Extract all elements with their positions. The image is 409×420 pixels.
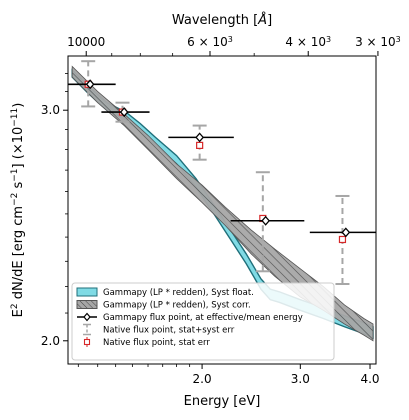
x-tick-label: 3.0: [291, 372, 310, 386]
gammapy-flux-point: [309, 227, 376, 238]
y-label-sup2: −2: [10, 193, 20, 206]
gammapy-flux-point-marker: [261, 215, 271, 226]
native-stat-marker: [338, 235, 347, 244]
top-tick-label-base: 4 × 10: [285, 35, 326, 49]
native-syst-errorbar: [115, 101, 130, 123]
y-label-mid3: ] (×10: [11, 127, 26, 169]
legend-box: [71, 282, 335, 361]
legend-swatch: [76, 300, 98, 309]
gammapy-flux-point-marker: [119, 107, 129, 118]
native-stat-marker: [196, 141, 204, 149]
gammapy-flux-point: [230, 215, 305, 226]
gammapy-flux-point-marker: [195, 132, 205, 143]
legend-entry: Gammapy (LP * redden), Syst corr.: [76, 300, 251, 311]
gammapy-flux-point-marker: [85, 79, 95, 90]
native-syst-errorbar: [192, 124, 207, 161]
top-tick-label-base: 10000: [67, 35, 105, 49]
top-tick-label-exp: 3: [396, 35, 401, 44]
y-tick-label: 2.0: [41, 334, 60, 348]
x-tick-label: 2.0: [193, 372, 212, 386]
top-axis-label: Wavelength [Å]: [172, 12, 272, 28]
top-axis-label-main: Wavelength [: [172, 13, 258, 28]
legend-label: Gammapy flux point, at effective/mean en…: [103, 313, 303, 323]
legend-label: Gammapy (LP * redden), Syst corr.: [103, 301, 251, 311]
legend-entry: Gammapy flux point, at effective/mean en…: [77, 312, 303, 323]
y-axis-label: E2 dN/dE [erg cm−2 s−1] (×10−11): [10, 103, 26, 318]
x-axis-label: Energy [eV]: [184, 394, 261, 409]
x-tick-label: 4.0: [360, 372, 379, 386]
y-tick-label: 3.0: [41, 103, 60, 117]
legend-label: Native flux point, stat+syst err: [103, 326, 235, 336]
top-tick-label-base: 3 × 10: [355, 35, 396, 49]
legend-swatch-marker: [83, 312, 91, 322]
native-stat-point: [338, 235, 347, 244]
gammapy-flux-point-marker: [341, 227, 351, 238]
y-label-end: ): [11, 103, 26, 108]
y-label-sup3: −1: [10, 168, 20, 181]
gammapy-flux-point: [168, 132, 234, 143]
gammapy-flux-point: [101, 107, 150, 118]
data-layer: [68, 60, 376, 342]
legend-label: Gammapy (LP * redden), Syst float.: [103, 288, 254, 298]
legend-entry: Gammapy (LP * redden), Syst float.: [76, 287, 254, 298]
top-tick-label-exp: 3: [228, 35, 233, 44]
legend: Gammapy (LP * redden), Syst float. Gammap…: [71, 282, 335, 361]
band-syst-corr: [71, 65, 374, 342]
top-tick-label: 3 × 103: [355, 35, 401, 50]
native-syst-errorbar: [255, 171, 270, 273]
top-axis-label-end: ]: [267, 13, 272, 28]
top-tick-label: 4 × 103: [285, 35, 331, 50]
top-axis-label-unit: Å: [257, 12, 267, 28]
legend-entry: Native flux point, stat err: [83, 337, 210, 348]
y-label-mid2: s: [11, 182, 26, 193]
top-tick-label: 10000: [67, 35, 105, 49]
top-tick-label: 6 × 103: [187, 35, 233, 50]
y-label-sup4: −11: [10, 108, 20, 127]
legend-entry: Native flux point, stat+syst err: [83, 323, 235, 336]
legend-swatch-marker: [83, 338, 91, 346]
y-label-sup1: 2: [10, 303, 20, 309]
legend-swatch: [76, 287, 98, 297]
y-label-main: E: [11, 309, 26, 317]
top-tick-label-base: 6 × 10: [187, 35, 228, 49]
top-tick-label-exp: 3: [326, 35, 331, 44]
native-stat-point: [196, 141, 204, 149]
legend-label: Native flux point, stat err: [103, 338, 210, 348]
plot-frame: [67, 55, 377, 365]
gammapy-flux-point: [68, 79, 116, 90]
y-label-mid1: dN/dE [erg cm: [11, 206, 26, 303]
